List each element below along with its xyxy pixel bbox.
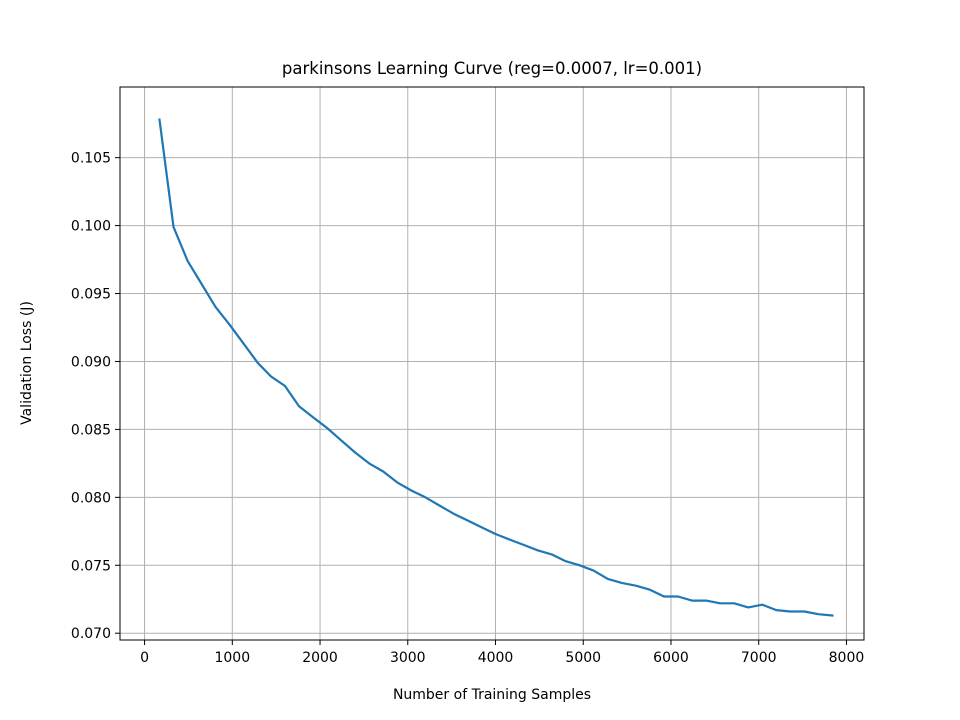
grid — [120, 87, 864, 640]
plot-frame — [119, 86, 865, 641]
x-tick-label: 0 — [140, 650, 149, 666]
y-axis-label: Validation Loss (J) — [19, 301, 35, 425]
y-tick-label: 0.100 — [71, 219, 111, 235]
x-tick-label: 2000 — [302, 650, 338, 666]
series-layer — [158, 118, 834, 617]
x-tick-label: 8000 — [829, 650, 865, 666]
validation-loss-line — [158, 118, 834, 617]
x-tick-label: 5000 — [565, 650, 601, 666]
y-tick-label: 0.085 — [71, 422, 111, 438]
x-tick-label: 7000 — [741, 650, 777, 666]
x-tick-label: 4000 — [478, 650, 514, 666]
ticks: 0 1000 2000 3000 4000 5000 6000 7000 8000 0.070 0.… — [71, 151, 864, 666]
x-axis-label: Number of Training Samples — [393, 687, 591, 703]
y-tick-label: 0.090 — [71, 354, 111, 370]
y-tick-label: 0.095 — [71, 287, 111, 303]
x-tick-label: 1000 — [214, 650, 250, 666]
x-tick-label: 6000 — [653, 650, 689, 666]
y-tick-label: 0.075 — [71, 558, 111, 574]
chart-title: parkinsons Learning Curve (reg=0.0007, l… — [282, 59, 702, 78]
y-tick-label: 0.105 — [71, 151, 111, 167]
x-tick-label: 3000 — [390, 650, 426, 666]
y-tick-label: 0.070 — [71, 626, 111, 642]
y-tick-label: 0.080 — [71, 490, 111, 506]
